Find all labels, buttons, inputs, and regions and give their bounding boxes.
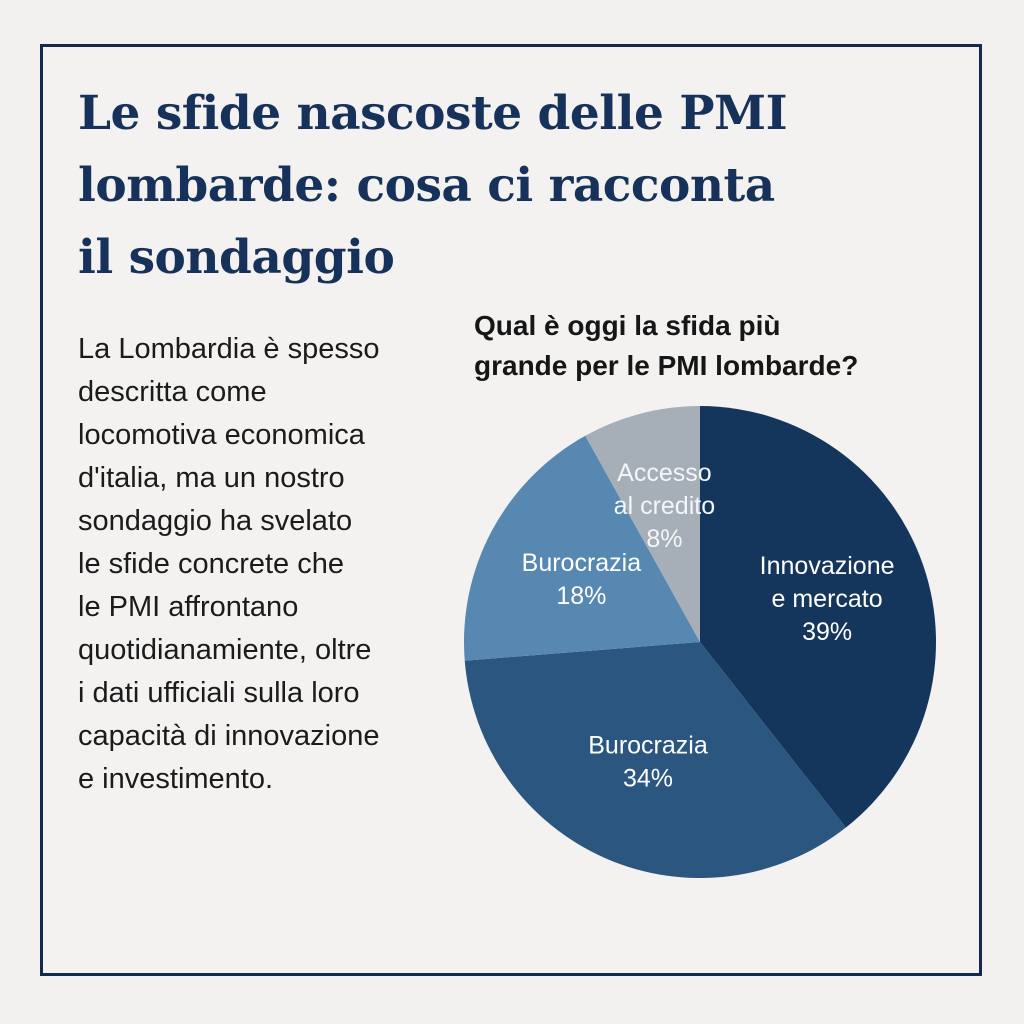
slice-category-label: Accesso	[617, 459, 711, 487]
slice-value-label: 8%	[646, 525, 682, 553]
slice-label: Accesso al credito 8%	[614, 459, 715, 553]
slice-value-label: 34%	[623, 764, 673, 792]
chart-title-line: Qual è oggi la sfida più	[474, 310, 781, 341]
chart-title-line: grande per le PMI lombarde?	[474, 350, 859, 381]
body-line: le sfide concrete che	[78, 548, 344, 580]
slice-label: Burocrazia 34%	[588, 731, 708, 792]
pie-slice	[700, 406, 937, 828]
slice-category-label: al credito	[614, 492, 715, 520]
slice-label: Innovazione e mercato 39%	[760, 552, 895, 646]
body-line: le PMI affrontano	[78, 591, 299, 623]
pie-chart: Innovazione e mercato 39%Burocrazia 34%Buro…	[463, 406, 937, 879]
pie-slice	[464, 642, 846, 879]
title-line: Le sfide nascoste delle PMI	[78, 86, 788, 141]
article-title: Le sfide nascoste delle PMI lombarde: co…	[78, 78, 938, 294]
slice-label: Burocrazia 18%	[522, 549, 642, 610]
pie-slice	[585, 406, 700, 642]
body-line: e investimento.	[78, 763, 274, 795]
body-line: i dati ufficiali sulla loro	[78, 677, 360, 709]
slice-category-label: Burocrazia	[588, 731, 708, 759]
slice-category-label: Burocrazia	[522, 549, 642, 577]
body-line: quotidianamiente, oltre	[78, 634, 372, 666]
body-line: descritta come	[78, 376, 267, 408]
body-line: capacità di innovazione	[78, 720, 380, 752]
body-line: sondaggio ha svelato	[78, 505, 353, 537]
article-body: La Lombardia è spesso descritta come loc…	[78, 328, 438, 801]
body-line: locomotiva economica	[78, 419, 365, 451]
chart-title: Qual è oggi la sfida più grande per le P…	[474, 306, 974, 386]
slice-value-label: 39%	[802, 618, 852, 646]
slice-category-label: e mercato	[772, 585, 883, 613]
title-line: lombarde: cosa ci racconta	[78, 158, 775, 213]
slice-value-label: 18%	[556, 582, 606, 610]
slice-category-label: Innovazione	[760, 552, 895, 580]
pie-slice	[463, 435, 700, 661]
body-line: d'italia, ma un nostro	[78, 462, 345, 494]
title-line: il sondaggio	[78, 230, 395, 285]
body-line: La Lombardia è spesso	[78, 333, 380, 365]
